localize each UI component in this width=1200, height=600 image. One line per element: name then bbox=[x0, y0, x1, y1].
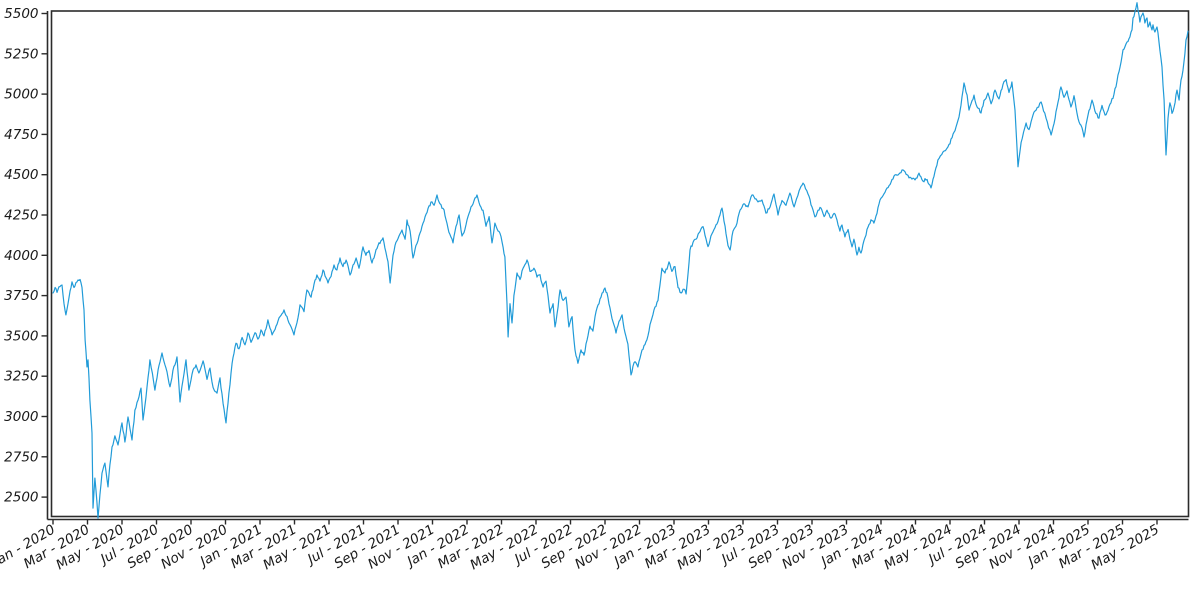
y-tick-label: 3500 bbox=[4, 328, 38, 344]
plot-frame bbox=[50, 10, 1190, 518]
y-tick-label: 3000 bbox=[4, 409, 38, 425]
y-tick-label: 3250 bbox=[4, 369, 38, 385]
y-tick-label: 4250 bbox=[4, 208, 38, 224]
y-tick-label: 5500 bbox=[4, 6, 38, 22]
price-line-series bbox=[52, 2, 1189, 519]
y-tick-label: 4500 bbox=[4, 167, 38, 183]
y-tick-label: 2750 bbox=[4, 449, 38, 465]
y-tick-label: 5250 bbox=[4, 46, 38, 62]
y-tick-label: 3750 bbox=[4, 288, 38, 304]
y-tick-label: 2500 bbox=[4, 490, 38, 506]
y-tick-label: 4750 bbox=[4, 127, 38, 143]
y-tick-label: 5000 bbox=[4, 87, 38, 103]
y-tick-label: 4000 bbox=[4, 248, 38, 264]
